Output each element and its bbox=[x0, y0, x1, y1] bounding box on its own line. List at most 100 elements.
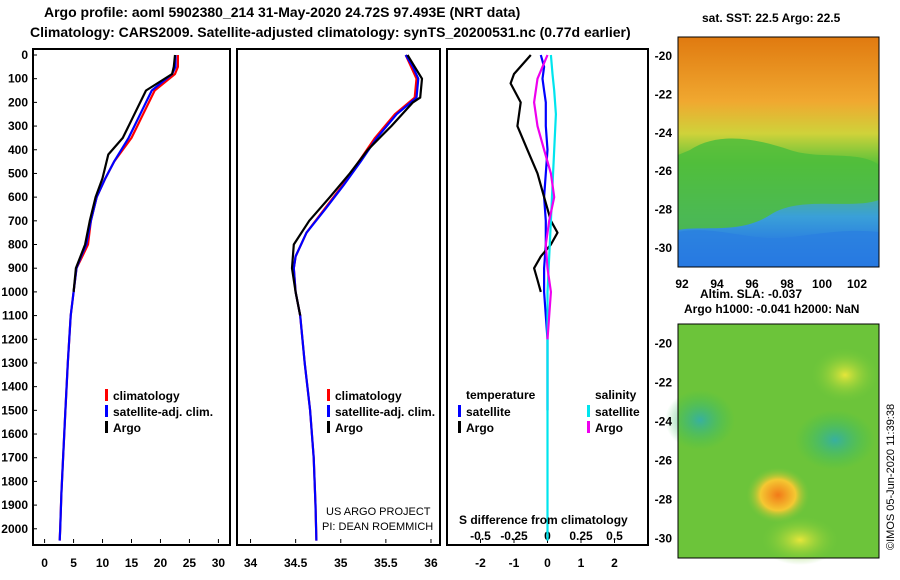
sst-lat-axis: -20 -22 -24 -26 -28 -30 bbox=[655, 49, 673, 255]
lon-tick-label: 94 bbox=[710, 277, 724, 291]
depth-tick-label: 200 bbox=[8, 95, 28, 109]
depth-tick-label: 1400 bbox=[1, 380, 28, 394]
x-tick-label: 15 bbox=[125, 556, 139, 570]
sla-warm-eddy bbox=[746, 467, 810, 523]
difference-panel-frame bbox=[446, 48, 649, 546]
series-line-temperature-argo bbox=[509, 54, 559, 293]
legend-header-temperature: temperature bbox=[466, 388, 536, 402]
lat-tick-label: -26 bbox=[655, 454, 673, 468]
legend-header-salinity: salinity bbox=[595, 388, 637, 402]
x-tick-label: 35.5 bbox=[374, 556, 398, 570]
legend-label-sal-satellite: satellite bbox=[595, 405, 640, 419]
x-tick-label: 10 bbox=[96, 556, 110, 570]
sst-green-eddy bbox=[678, 138, 879, 230]
x-tick-label: 0 bbox=[41, 556, 48, 570]
x-tick-label: 30 bbox=[212, 556, 226, 570]
x-tick-label: 1 bbox=[578, 556, 585, 570]
legend-swatch-temp-argo bbox=[458, 421, 461, 433]
depth-tick-label: 1900 bbox=[1, 498, 28, 512]
difference-x-axis: -2 -1 0 1 2 bbox=[475, 539, 618, 570]
lat-tick-label: -22 bbox=[655, 88, 673, 102]
lat-tick-label: -26 bbox=[655, 164, 673, 178]
depth-tick-label: 1700 bbox=[1, 451, 28, 465]
depth-tick-label: 400 bbox=[8, 143, 28, 157]
series-line-climatology bbox=[292, 54, 418, 541]
series-line-climatology bbox=[58, 55, 179, 541]
s-difference-label: S difference from climatology bbox=[459, 513, 628, 527]
depth-tick-label: 1200 bbox=[1, 332, 28, 346]
legend-label-temp-argo: Argo bbox=[466, 421, 494, 435]
series-line-salinity-satellite bbox=[546, 54, 558, 541]
sst-map: sat. SST: 22.5 Argo: 22.5 -20-22-24-26-2… bbox=[655, 11, 880, 291]
sla-cool-blob-2 bbox=[795, 410, 875, 470]
s-tick-label: -0.5 bbox=[470, 529, 491, 543]
lat-tick-label: -30 bbox=[655, 532, 673, 546]
s-tick-label: 0.5 bbox=[606, 529, 623, 543]
depth-tick-label: 800 bbox=[8, 238, 28, 252]
lat-tick-label: -30 bbox=[655, 241, 673, 255]
salinity-legend: climatology satellite-adj. clim. Argo US… bbox=[322, 389, 435, 533]
temperature-legend: climatology satellite-adj. clim. Argo bbox=[105, 389, 213, 435]
temperature-x-axis: 0 5 10 15 20 25 30 bbox=[41, 539, 225, 570]
series-line-argo bbox=[72, 54, 177, 293]
sla-yellow-blob-2 bbox=[760, 515, 840, 565]
depth-tick-label: 900 bbox=[8, 261, 28, 275]
sla-yellow-blob bbox=[810, 347, 880, 403]
salinity-panel-frame bbox=[236, 48, 441, 546]
legend-label-temp-satellite: satellite bbox=[466, 405, 511, 419]
x-tick-label: 5 bbox=[70, 556, 77, 570]
x-tick-label: 2 bbox=[611, 556, 618, 570]
series-line-satellite-adj-clim- bbox=[58, 55, 177, 541]
legend-label-climatology: climatology bbox=[113, 389, 180, 403]
series-line-argo bbox=[290, 54, 424, 316]
lat-tick-label: -20 bbox=[655, 49, 673, 63]
lon-tick-label: 96 bbox=[745, 277, 759, 291]
chart-title-line2: Climatology: CARS2009. Satellite-adjuste… bbox=[30, 24, 631, 40]
x-tick-label: 34 bbox=[244, 556, 258, 570]
sst-map-border bbox=[677, 36, 880, 268]
profile-series bbox=[58, 54, 559, 541]
x-tick-label: 25 bbox=[183, 556, 197, 570]
temperature-panel-frame bbox=[32, 48, 231, 546]
legend-swatch-sal-satellite bbox=[587, 405, 590, 417]
depth-tick-label: 1300 bbox=[1, 356, 28, 370]
legend-swatch-argo bbox=[105, 421, 108, 433]
credit-project: US ARGO PROJECT bbox=[326, 506, 431, 518]
sla-map-title-1: Altim. SLA: -0.037 bbox=[700, 287, 802, 301]
sst-lon-axis: 92 94 96 98 100 102 bbox=[675, 277, 867, 291]
salinity-x-axis: 34 34.5 35 35.5 36 bbox=[244, 539, 438, 570]
lat-tick-label: -20 bbox=[655, 337, 673, 351]
legend-swatch-satellite-adj bbox=[105, 405, 108, 417]
legend-swatch-satellite-adj bbox=[327, 405, 330, 417]
depth-tick-label: 1100 bbox=[2, 309, 28, 323]
series-line-salinity-argo bbox=[532, 54, 556, 340]
lat-tick-label: -28 bbox=[655, 203, 673, 217]
lat-tick-label: -22 bbox=[655, 376, 673, 390]
depth-tick-label: 1000 bbox=[1, 285, 28, 299]
depth-tick-label: 100 bbox=[8, 72, 28, 86]
legend-label-satellite-adj: satellite-adj. clim. bbox=[335, 405, 435, 419]
legend-label-satellite-adj: satellite-adj. clim. bbox=[113, 405, 213, 419]
legend-swatch-sal-argo bbox=[587, 421, 590, 433]
s-tick-label: -0.25 bbox=[500, 529, 528, 543]
legend-label-argo: Argo bbox=[335, 421, 363, 435]
legend-label-sal-argo: Argo bbox=[595, 421, 623, 435]
x-tick-label: -2 bbox=[475, 556, 486, 570]
lon-tick-label: 100 bbox=[812, 277, 832, 291]
x-tick-label: 36 bbox=[424, 556, 438, 570]
depth-tick-label: 0 bbox=[21, 48, 28, 62]
legend-label-argo: Argo bbox=[113, 421, 141, 435]
depth-axis: 0 100 200 300 400 500 600 700 800 900 1000 1100 1200… bbox=[1, 48, 37, 536]
depth-tick-label: 1800 bbox=[1, 474, 28, 488]
x-tick-label: 20 bbox=[154, 556, 168, 570]
x-tick-label: 34.5 bbox=[284, 556, 308, 570]
depth-tick-label: 500 bbox=[8, 166, 28, 180]
depth-tick-label: 600 bbox=[8, 190, 28, 204]
legend-swatch-climatology bbox=[105, 389, 108, 401]
s-tick-label: 0.25 bbox=[569, 529, 593, 543]
x-tick-label: 0 bbox=[544, 556, 551, 570]
chart-title-line1: Argo profile: aoml 5902380_214 31-May-20… bbox=[44, 4, 521, 20]
difference-legend: temperature salinity satellite Argo sate… bbox=[458, 388, 640, 527]
credit-pi: PI: DEAN ROEMMICH bbox=[322, 521, 433, 533]
